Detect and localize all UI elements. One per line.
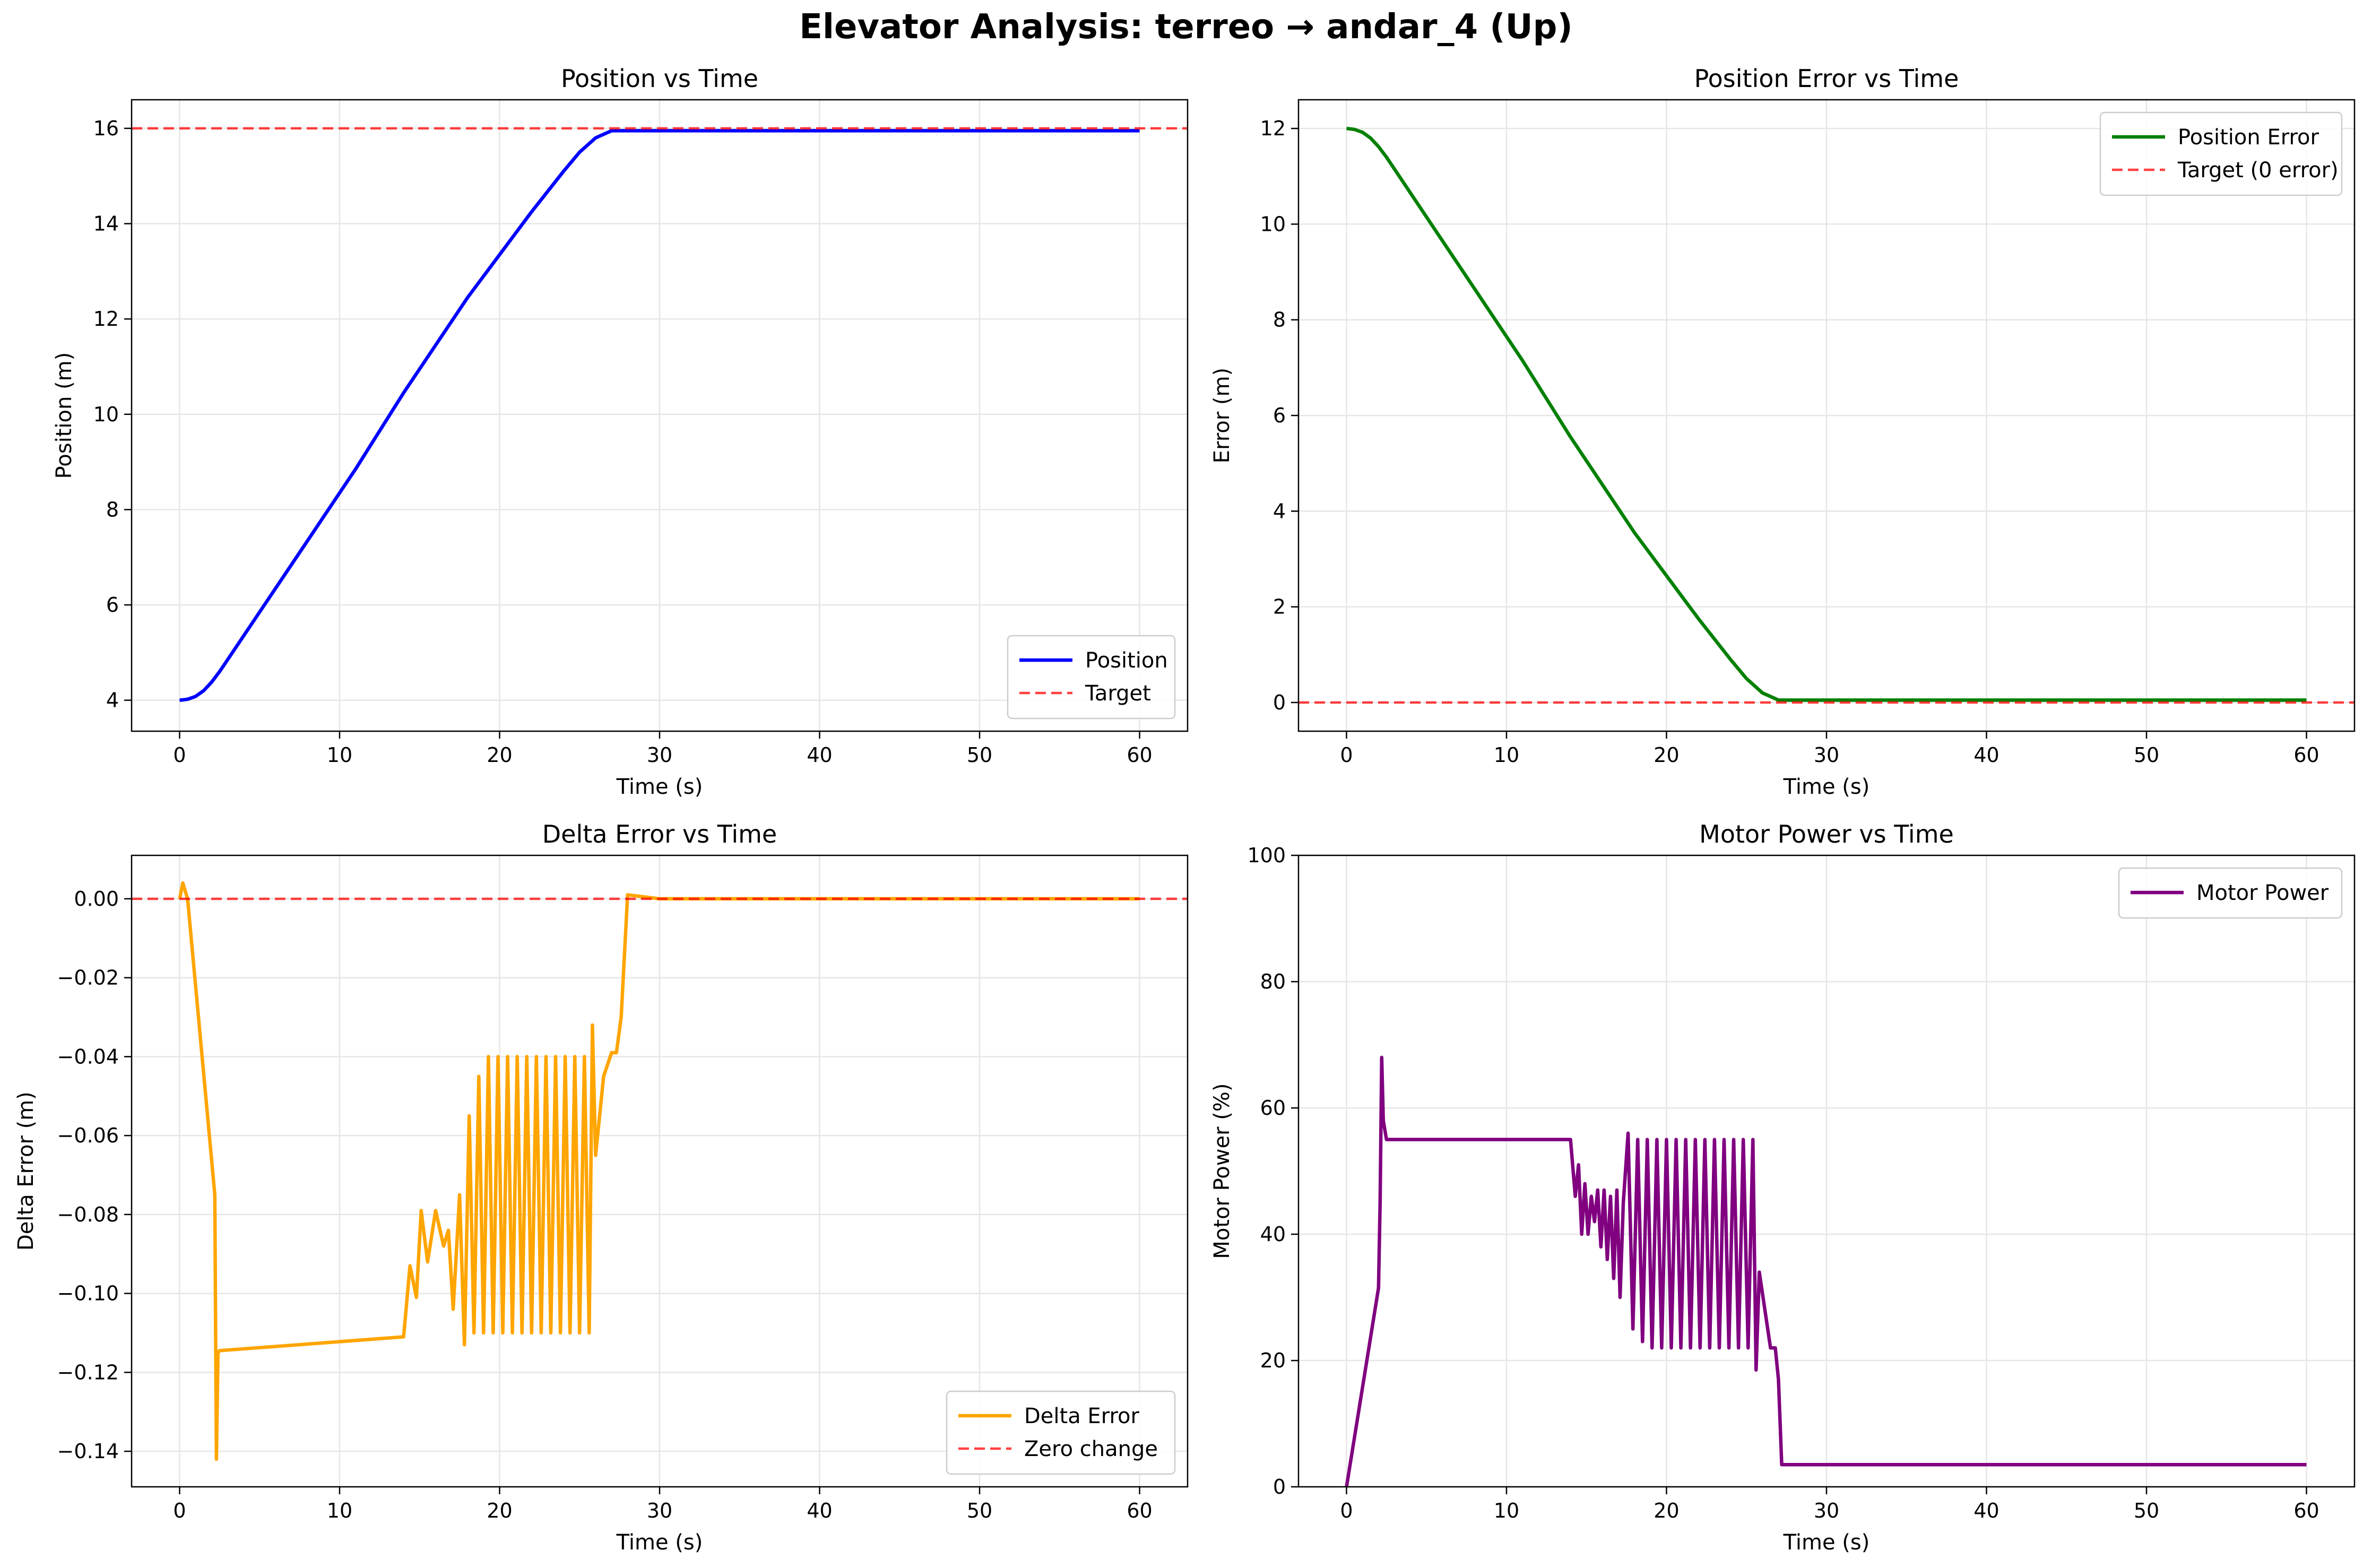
y-tick-label: 10 xyxy=(1260,212,1286,236)
x-tick-label: 30 xyxy=(1814,743,1839,767)
y-tick-label: −0.10 xyxy=(57,1282,119,1305)
y-tick-label: 60 xyxy=(1260,1096,1286,1120)
series-1-line xyxy=(179,129,1140,702)
x-tick-label: 40 xyxy=(1973,1499,1999,1522)
y-axis-label: Delta Error (m) xyxy=(14,1091,38,1251)
x-tick-label: 30 xyxy=(647,1499,672,1522)
legend-label: Zero change xyxy=(1024,1437,1158,1461)
x-tick-label: 10 xyxy=(327,1499,352,1522)
legend-label: Position xyxy=(1085,648,1168,673)
y-tick-label: 16 xyxy=(93,117,119,140)
y-tick-label: 6 xyxy=(1273,404,1286,427)
legend-box xyxy=(946,1390,1176,1475)
y-tick-label: −0.08 xyxy=(57,1203,119,1226)
x-tick-label: 40 xyxy=(1973,743,1999,767)
x-tick-label: 10 xyxy=(1494,1499,1519,1522)
series-1-line xyxy=(1346,126,2307,702)
y-tick-label: 10 xyxy=(93,403,119,426)
y-tick-label: 20 xyxy=(1260,1349,1286,1372)
y-tick-label: −0.06 xyxy=(57,1124,119,1147)
x-tick-label: 50 xyxy=(2134,1499,2159,1522)
x-tick-label: 20 xyxy=(1654,1499,1679,1522)
y-axis-label: Position (m) xyxy=(52,352,76,479)
x-tick-label: 20 xyxy=(487,743,512,767)
x-axis-label: Time (s) xyxy=(616,775,703,799)
y-tick-label: 8 xyxy=(1273,308,1286,332)
legend-box xyxy=(1007,635,1176,720)
legend-label: Delta Error xyxy=(1024,1404,1139,1428)
y-tick-label: 2 xyxy=(1273,595,1286,619)
x-tick-label: 0 xyxy=(173,743,186,767)
x-tick-label: 50 xyxy=(967,1499,992,1522)
x-tick-label: 20 xyxy=(1654,743,1679,767)
subplot-title: Position Error vs Time xyxy=(1694,64,1959,93)
y-tick-label: 0.00 xyxy=(74,887,119,911)
y-tick-label: −0.02 xyxy=(57,966,119,990)
x-tick-label: 20 xyxy=(487,1499,512,1522)
x-tick-label: 30 xyxy=(647,743,672,767)
legend-box xyxy=(2099,111,2343,196)
x-tick-label: 60 xyxy=(1127,1499,1152,1522)
legend-label: Target xyxy=(1085,681,1151,706)
x-axis-label: Time (s) xyxy=(1783,1530,1870,1555)
subplot-title: Position vs Time xyxy=(561,64,758,93)
y-tick-label: 4 xyxy=(1273,499,1286,523)
x-tick-label: 40 xyxy=(807,743,832,767)
x-tick-label: 0 xyxy=(173,1499,186,1522)
x-tick-label: 10 xyxy=(1494,743,1519,767)
plot-frame xyxy=(131,854,1189,1488)
legend-label: Position Error xyxy=(2178,125,2319,150)
x-tick-label: 50 xyxy=(2134,743,2159,767)
plot-frame xyxy=(131,99,1189,732)
y-tick-label: 12 xyxy=(93,307,119,331)
y-tick-label: 100 xyxy=(1247,844,1286,867)
x-tick-label: 0 xyxy=(1340,1499,1353,1522)
legend-label: Motor Power xyxy=(2196,881,2329,905)
legend-box xyxy=(2118,867,2343,919)
subplot-title: Motor Power vs Time xyxy=(1699,820,1954,848)
y-tick-label: 12 xyxy=(1260,117,1286,140)
y-tick-label: 0 xyxy=(1273,1475,1286,1498)
x-axis-label: Time (s) xyxy=(616,1530,703,1555)
x-tick-label: 50 xyxy=(967,743,992,767)
x-axis-label: Time (s) xyxy=(1783,775,1870,799)
y-axis-label: Motor Power (%) xyxy=(1210,1083,1234,1259)
y-tick-label: 80 xyxy=(1260,970,1286,993)
y-axis-label: Error (m) xyxy=(1210,368,1234,463)
figure-title: Elevator Analysis: terreo → andar_4 (Up) xyxy=(799,7,1573,47)
y-tick-label: 0 xyxy=(1273,691,1286,714)
series-1-line xyxy=(178,881,1140,1461)
x-tick-label: 40 xyxy=(807,1499,832,1522)
y-tick-label: −0.14 xyxy=(57,1440,119,1463)
x-tick-label: 30 xyxy=(1814,1499,1839,1522)
series-1-line xyxy=(1345,1055,2307,1487)
y-tick-label: 14 xyxy=(93,212,119,236)
x-tick-label: 0 xyxy=(1340,743,1353,767)
legend-label: Target (0 error) xyxy=(2177,158,2339,183)
plot-frame xyxy=(1297,99,2356,732)
x-tick-label: 60 xyxy=(2293,1499,2319,1522)
plot-frame xyxy=(1297,854,2356,1488)
y-tick-label: −0.12 xyxy=(57,1361,119,1384)
y-tick-label: 40 xyxy=(1260,1223,1286,1246)
subplot-title: Delta Error vs Time xyxy=(542,820,777,848)
y-tick-label: 8 xyxy=(106,498,119,521)
y-tick-label: 4 xyxy=(106,689,119,712)
x-tick-label: 10 xyxy=(327,743,352,767)
y-tick-label: 6 xyxy=(106,593,119,617)
y-tick-label: −0.04 xyxy=(57,1045,119,1068)
x-tick-label: 60 xyxy=(1127,743,1152,767)
x-tick-label: 60 xyxy=(2293,743,2319,767)
